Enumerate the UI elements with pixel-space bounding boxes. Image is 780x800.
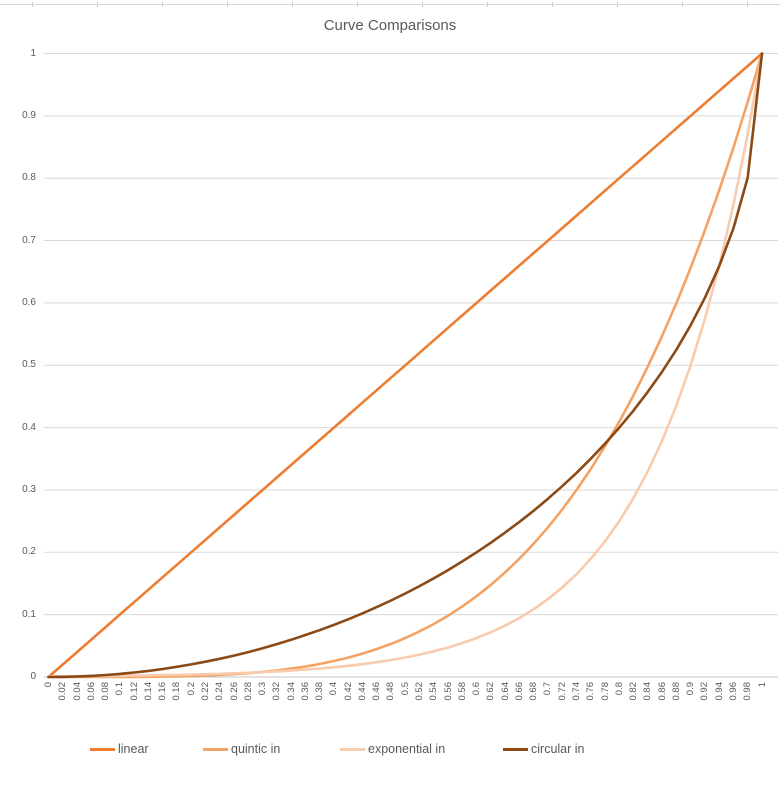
x-tick-label: 0.76 bbox=[585, 682, 597, 701]
x-tick-label: 0.42 bbox=[342, 682, 354, 701]
y-tick-label: 0.6 bbox=[22, 296, 36, 308]
y-tick-label: 0.4 bbox=[22, 421, 36, 433]
legend-swatch bbox=[90, 747, 115, 751]
y-tick-label: 0.2 bbox=[22, 546, 36, 558]
x-tick-label: 0.08 bbox=[100, 682, 112, 701]
x-tick-label: 0.18 bbox=[171, 682, 183, 701]
x-tick-label: 0.38 bbox=[314, 682, 326, 701]
series-line-circular-in bbox=[47, 52, 764, 679]
x-tick-label: 0.1 bbox=[114, 682, 126, 696]
y-tick-label: 0 bbox=[30, 671, 36, 682]
legend-item-quintic-in: quintic in bbox=[203, 740, 280, 758]
legend-label: quintic in bbox=[231, 742, 281, 756]
x-tick-label: 0.52 bbox=[414, 682, 426, 701]
legend-label: linear bbox=[118, 742, 149, 756]
legend-label: exponential in bbox=[368, 742, 446, 756]
x-tick-label: 0.68 bbox=[528, 682, 540, 701]
legend-item-linear: linear bbox=[90, 740, 149, 758]
x-tick-label: 0.64 bbox=[499, 682, 511, 701]
x-tick-label: 0.88 bbox=[670, 682, 682, 701]
legend-swatch bbox=[503, 747, 528, 751]
x-tick-label: 0.62 bbox=[485, 682, 497, 701]
series-line-linear bbox=[47, 52, 764, 679]
x-tick-label: 0.12 bbox=[128, 682, 140, 701]
x-tick-label: 0.66 bbox=[513, 682, 525, 701]
x-tick-label: 0.54 bbox=[428, 682, 440, 701]
x-tick-label: 0.92 bbox=[699, 682, 711, 701]
x-tick-label: 0.24 bbox=[214, 682, 226, 701]
legend-swatch bbox=[203, 747, 228, 751]
x-tick-label: 0.96 bbox=[727, 682, 739, 701]
spreadsheet-cell-gridline bbox=[0, 0, 780, 7]
x-tick-label: 0.48 bbox=[385, 682, 397, 701]
y-tick-label: 0.5 bbox=[22, 359, 36, 371]
legend-label: circular in bbox=[531, 742, 585, 756]
x-tick-label: 0.14 bbox=[142, 682, 154, 701]
x-tick-label: 0.84 bbox=[642, 682, 654, 701]
x-tick-label: 0.46 bbox=[371, 682, 383, 701]
x-tick-label: 0.86 bbox=[656, 682, 668, 701]
x-tick-label: 0.26 bbox=[228, 682, 240, 701]
x-tick-label: 0.4 bbox=[328, 682, 340, 696]
y-tick-label: 0.8 bbox=[22, 172, 36, 184]
x-tick-label: 0.32 bbox=[271, 682, 283, 701]
chart-title: Curve Comparisons bbox=[323, 17, 457, 34]
x-tick-label: 0.5 bbox=[399, 682, 411, 696]
y-tick-label: 0.1 bbox=[22, 608, 36, 620]
legend-item-exponential-in: exponential in bbox=[340, 740, 445, 758]
x-tick-label: 0.74 bbox=[570, 682, 582, 701]
legend-item-circular-in: circular in bbox=[503, 740, 585, 758]
x-tick-label: 0.58 bbox=[456, 682, 468, 701]
legend-swatch bbox=[340, 747, 365, 751]
x-tick-label: 0.36 bbox=[299, 682, 311, 701]
series-line-quintic-in bbox=[47, 52, 764, 679]
x-tick-label: 0.28 bbox=[242, 682, 254, 701]
y-tick-label: 0.9 bbox=[22, 109, 36, 121]
x-tick-label: 0.72 bbox=[556, 682, 568, 701]
x-tick-label: 0.82 bbox=[628, 682, 640, 701]
y-tick-label: 0.3 bbox=[22, 483, 36, 495]
x-tick-label: 0.94 bbox=[713, 682, 725, 701]
legend: linear quintic in exponential in circular i… bbox=[0, 740, 780, 760]
x-tick-label: 0.9 bbox=[685, 682, 697, 696]
x-tick-label: 0.56 bbox=[442, 682, 454, 701]
x-tick-label: 0.44 bbox=[356, 682, 368, 701]
x-tick-label: 1 bbox=[756, 682, 768, 688]
x-tick-label: 0.04 bbox=[71, 682, 83, 701]
x-tick-label: 0.3 bbox=[257, 682, 269, 696]
series-line-exponential-in bbox=[47, 52, 764, 678]
x-tick-label: 0.78 bbox=[599, 682, 611, 701]
x-tick-label: 0 bbox=[43, 682, 54, 688]
x-tick-label: 0.6 bbox=[471, 682, 483, 696]
x-tick-label: 0.8 bbox=[613, 682, 625, 696]
x-tick-label: 0.34 bbox=[285, 682, 297, 701]
x-tick-label: 0.2 bbox=[185, 682, 197, 696]
x-tick-label: 0.02 bbox=[57, 682, 69, 701]
x-tick-label: 0.16 bbox=[157, 682, 169, 701]
x-tick-label: 0.06 bbox=[85, 682, 97, 701]
x-tick-label: 0.98 bbox=[742, 682, 754, 701]
x-tick-label: 0.7 bbox=[542, 682, 554, 696]
y-tick-label: 1 bbox=[30, 47, 36, 59]
y-tick-label: 0.7 bbox=[22, 234, 36, 246]
x-tick-label: 0.22 bbox=[199, 682, 211, 701]
